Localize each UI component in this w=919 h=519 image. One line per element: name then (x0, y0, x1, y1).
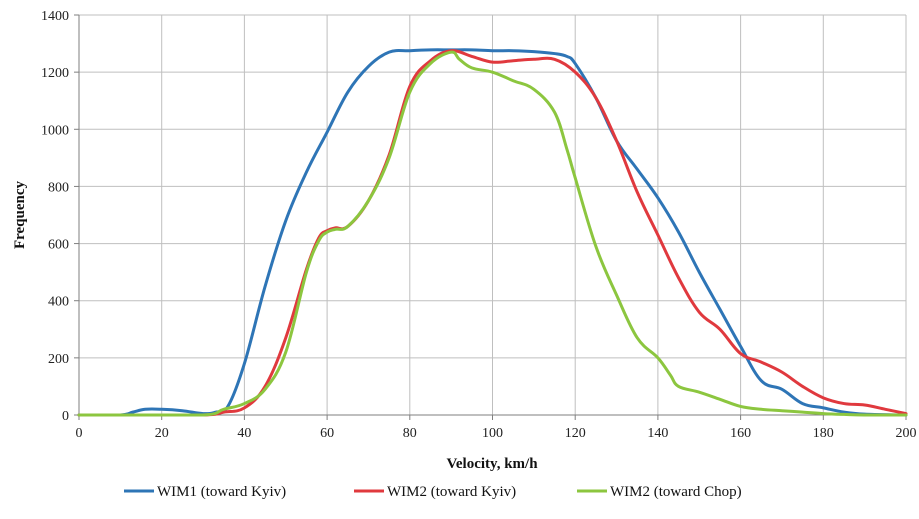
y-axis-title: Frequency (12, 180, 28, 249)
x-tick-label: 20 (155, 426, 169, 441)
y-tick-label: 400 (48, 295, 69, 310)
y-tick-label: 0 (62, 409, 69, 424)
y-tick-label: 800 (48, 180, 69, 195)
y-tick-label: 200 (48, 352, 69, 367)
y-tick-label: 600 (48, 238, 69, 253)
x-tick-label: 140 (647, 426, 668, 441)
x-tick-label: 100 (482, 426, 503, 441)
x-tick-label: 80 (403, 426, 417, 441)
legend-label-3: WIM2 (toward Chop) (610, 484, 742, 500)
x-tick-label: 60 (320, 426, 334, 441)
x-tick-label: 180 (813, 426, 834, 441)
grid (78, 14, 907, 416)
x-tick-label: 120 (565, 426, 586, 441)
legend-label-1: WIM1 (toward Kyiv) (157, 484, 286, 500)
y-tick-label: 1400 (41, 9, 69, 24)
y-tick-label: 1200 (41, 66, 69, 81)
x-tick-label: 0 (76, 426, 83, 441)
legend-label-2: WIM2 (toward Kyiv) (387, 484, 516, 500)
x-axis-title: Velocity, km/h (446, 456, 538, 472)
series-line-2 (77, 49, 908, 417)
y-tick-label: 1000 (41, 123, 69, 138)
x-tick-label: 160 (730, 426, 751, 441)
x-tick-label: 40 (237, 426, 251, 441)
axes: 0 20 40 60 80 100 120 140 160 180 200 0 200 400 600 800… (41, 9, 917, 441)
x-tick-label: 200 (896, 426, 917, 441)
series-line-3 (77, 50, 908, 417)
legend: WIM1 (toward Kyiv) WIM2 (toward Kyiv) WIM2… (124, 484, 742, 500)
series-lines (77, 48, 908, 417)
